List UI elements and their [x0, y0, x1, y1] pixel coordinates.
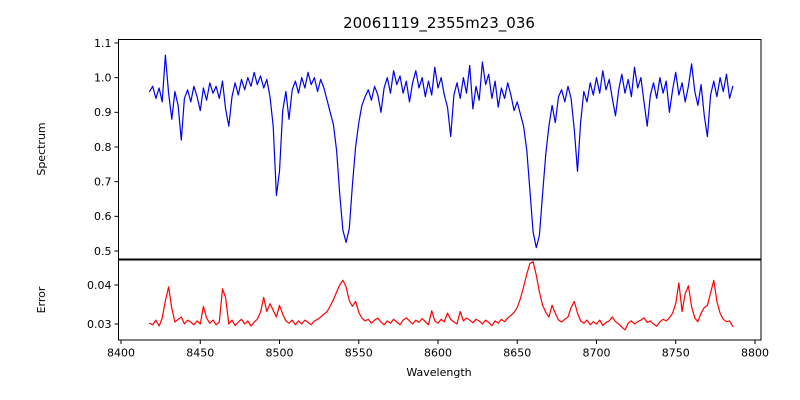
x-tick-label: 8550 [345, 347, 373, 360]
x-axis-label-wavelength: Wavelength [406, 366, 471, 379]
y-tick-label: 1.1 [94, 37, 112, 50]
axes-spine-panel-1 [118, 259, 762, 341]
y-axis-label-spectrum: Spectrum [35, 122, 48, 175]
x-tick-label: 8750 [662, 347, 690, 360]
y-tick-label: 0.6 [94, 210, 112, 223]
x-tick-label: 8700 [582, 347, 610, 360]
chart-title: 20061119_2355m23_036 [343, 14, 535, 33]
spectrum-line [149, 54, 734, 249]
error-line [149, 261, 734, 331]
y-tick-label: 1.0 [94, 71, 112, 84]
x-tick-label: 8650 [503, 347, 531, 360]
x-tick-label: 8500 [266, 347, 294, 360]
y-tick-label: 0.03 [87, 318, 112, 331]
axes-layer: 0.5 0.6 0.7 0.8 0.9 1.0 1.1 0.03 0.04 8400 8450 850… [87, 37, 769, 360]
x-tick-label: 8800 [741, 347, 769, 360]
y-tick-label: 0.5 [94, 245, 112, 258]
y-tick-label: 0.04 [87, 279, 112, 292]
y-tick-label: 0.7 [94, 175, 112, 188]
x-tick-label: 8450 [186, 347, 214, 360]
x-tick-label: 8600 [424, 347, 452, 360]
x-tick-label: 8400 [107, 347, 135, 360]
y-tick-label: 0.9 [94, 106, 112, 119]
axes-spine-panel-0 [118, 39, 762, 260]
y-tick-label: 0.8 [94, 141, 112, 154]
y-axis-label-error: Error [35, 286, 48, 313]
